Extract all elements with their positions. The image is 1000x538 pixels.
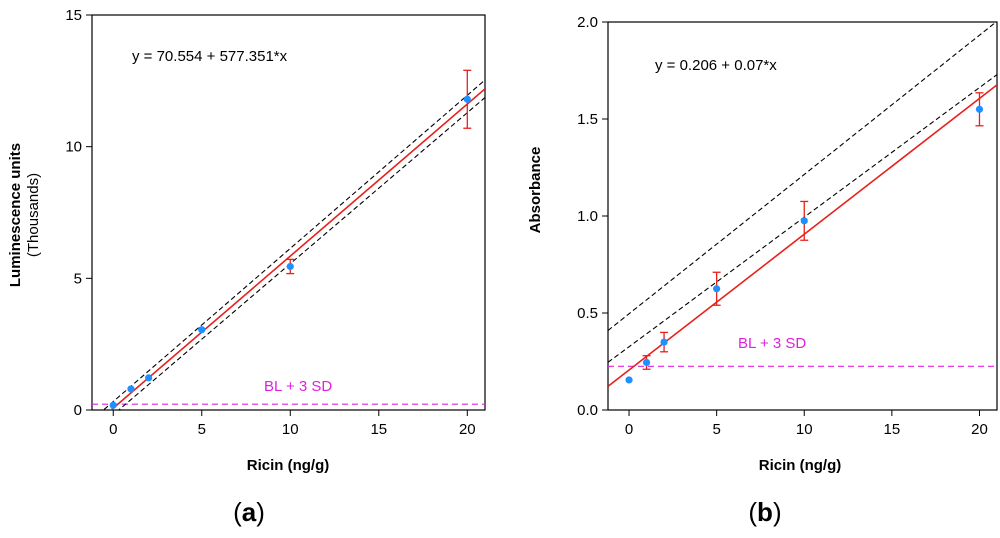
data-point [975, 105, 984, 113]
y-ticks: 0 5 10 15 [65, 7, 92, 419]
x-ticks: 0 5 10 15 20 [109, 410, 476, 438]
confidence-band-upper [608, 22, 997, 331]
x-tick-label: 5 [198, 421, 206, 438]
baseline-label: BL + 3 SD [738, 335, 806, 352]
data-point [642, 358, 651, 367]
fit-line [109, 88, 485, 410]
data-point [800, 217, 808, 225]
panel-caption-a: (a) [233, 497, 265, 527]
x-tick-label: 10 [796, 421, 813, 438]
data-point [625, 376, 633, 384]
y-tick-label: 0.5 [577, 305, 598, 322]
confidence-band-upper [102, 79, 485, 410]
data-point [145, 374, 153, 382]
panel-letter: b [757, 497, 773, 527]
fit-equation: y = 0.206 + 0.07*x [655, 57, 777, 74]
fit-line [608, 84, 997, 387]
plot-area [608, 22, 997, 387]
x-tick-label: 0 [109, 421, 117, 438]
x-tick-label: 10 [282, 421, 299, 438]
data-point [109, 401, 117, 409]
chart-marks [92, 69, 485, 410]
x-axis-title: Ricin (ng/g) [247, 457, 330, 474]
baseline-label: BL + 3 SD [264, 378, 332, 395]
chart-marks [608, 22, 997, 387]
y-axis-title: Absorbance [527, 147, 544, 234]
plot-frame [91, 14, 486, 411]
y-tick-label: 0.0 [577, 402, 598, 419]
panel-letter: a [242, 497, 257, 527]
y-axis-title: Luminescence units [7, 143, 24, 287]
data-point [286, 262, 294, 271]
y-tick-label: 5 [74, 270, 82, 287]
x-tick-label: 5 [712, 421, 720, 438]
x-ticks: 0 5 10 15 20 [625, 410, 988, 438]
x-tick-label: 20 [459, 421, 476, 438]
y-tick-label: 0 [74, 402, 82, 419]
y-axis-subtitle: (Thousands) [25, 173, 42, 257]
data-point [660, 338, 668, 346]
y-tick-label: 2.0 [577, 14, 598, 31]
data-point [463, 95, 471, 103]
data-point [127, 385, 135, 393]
chart-panel-a: y = 70.554 + 577.351*x BL + 3 SD 0 5 10 15 2… [7, 7, 486, 527]
y-ticks: 0.0 0.5 1.0 1.5 2.0 [577, 14, 608, 419]
y-tick-label: 1.5 [577, 111, 598, 128]
y-tick-label: 15 [65, 7, 82, 24]
data-point [713, 285, 721, 293]
x-tick-label: 0 [625, 421, 633, 438]
x-tick-label: 15 [884, 421, 901, 438]
y-tick-label: 1.0 [577, 208, 598, 225]
chart-panel-b: y = 0.206 + 0.07*x BL + 3 SD 0 5 10 15 20 0.… [527, 14, 998, 527]
x-tick-label: 15 [370, 421, 387, 438]
fit-equation: y = 70.554 + 577.351*x [132, 48, 288, 65]
panel-caption-b: (b) [748, 497, 781, 527]
data-point [198, 326, 206, 334]
x-tick-label: 20 [971, 421, 988, 438]
x-axis-title: Ricin (ng/g) [759, 457, 842, 474]
plot-area [92, 69, 485, 410]
y-tick-label: 10 [65, 139, 82, 156]
